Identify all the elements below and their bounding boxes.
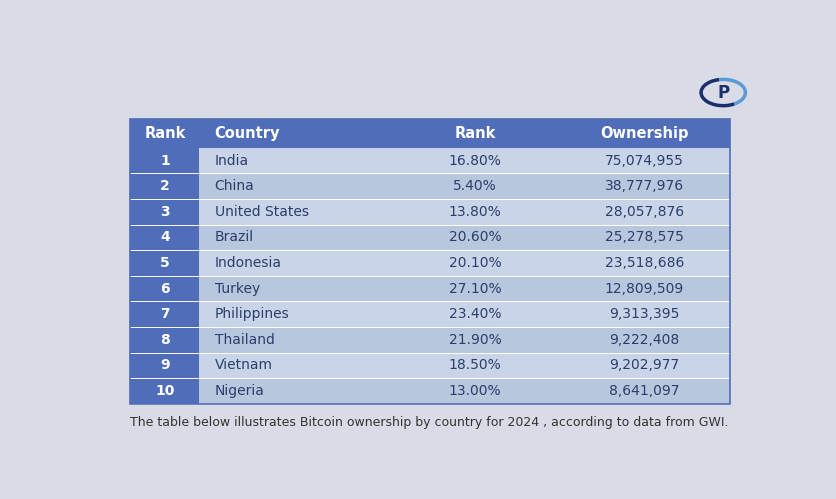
Text: 18.50%: 18.50% [449, 358, 502, 372]
FancyBboxPatch shape [130, 199, 730, 225]
Text: 1: 1 [160, 154, 170, 168]
Text: 8: 8 [160, 333, 170, 347]
FancyBboxPatch shape [130, 378, 730, 404]
FancyBboxPatch shape [130, 250, 730, 276]
Text: 13.80%: 13.80% [449, 205, 502, 219]
FancyBboxPatch shape [130, 174, 199, 199]
Text: 3: 3 [160, 205, 170, 219]
Text: India: India [215, 154, 249, 168]
FancyBboxPatch shape [130, 225, 199, 250]
Text: 9,202,977: 9,202,977 [609, 358, 680, 372]
Text: 9: 9 [160, 358, 170, 372]
Text: 5: 5 [160, 256, 170, 270]
FancyBboxPatch shape [130, 301, 730, 327]
Text: 6: 6 [160, 281, 170, 295]
Text: 20.60%: 20.60% [449, 231, 502, 245]
FancyBboxPatch shape [130, 250, 199, 276]
FancyBboxPatch shape [130, 148, 199, 174]
Text: 8,641,097: 8,641,097 [609, 384, 680, 398]
Text: Indonesia: Indonesia [215, 256, 282, 270]
Text: 16.80%: 16.80% [449, 154, 502, 168]
FancyBboxPatch shape [130, 225, 730, 250]
Text: Brazil: Brazil [215, 231, 254, 245]
FancyBboxPatch shape [130, 327, 199, 353]
Text: 13.00%: 13.00% [449, 384, 502, 398]
Text: The table below illustrates Bitcoin ownership by country for 2024 , according to: The table below illustrates Bitcoin owne… [130, 417, 729, 430]
Text: 4: 4 [160, 231, 170, 245]
Text: 2: 2 [160, 179, 170, 193]
Text: 20.10%: 20.10% [449, 256, 502, 270]
FancyBboxPatch shape [130, 301, 199, 327]
Text: 75,074,955: 75,074,955 [605, 154, 684, 168]
Text: Philippines: Philippines [215, 307, 289, 321]
Text: Country: Country [215, 126, 280, 141]
Text: 9,222,408: 9,222,408 [609, 333, 680, 347]
Text: 28,057,876: 28,057,876 [604, 205, 684, 219]
FancyBboxPatch shape [130, 148, 730, 174]
Text: Vietnam: Vietnam [215, 358, 273, 372]
FancyBboxPatch shape [130, 276, 199, 301]
Text: 23.40%: 23.40% [449, 307, 502, 321]
FancyBboxPatch shape [130, 378, 199, 404]
Text: 10: 10 [155, 384, 175, 398]
FancyBboxPatch shape [130, 353, 730, 378]
Text: 5.40%: 5.40% [453, 179, 497, 193]
FancyBboxPatch shape [130, 199, 199, 225]
Text: China: China [215, 179, 254, 193]
Text: Rank: Rank [144, 126, 186, 141]
FancyBboxPatch shape [130, 276, 730, 301]
FancyBboxPatch shape [130, 327, 730, 353]
Text: Nigeria: Nigeria [215, 384, 264, 398]
Text: Turkey: Turkey [215, 281, 260, 295]
Text: 25,278,575: 25,278,575 [605, 231, 684, 245]
Text: Thailand: Thailand [215, 333, 274, 347]
Text: 9,313,395: 9,313,395 [609, 307, 680, 321]
Text: United States: United States [215, 205, 308, 219]
Text: 7: 7 [160, 307, 170, 321]
Circle shape [695, 76, 752, 109]
Text: 12,809,509: 12,809,509 [604, 281, 684, 295]
Text: 23,518,686: 23,518,686 [604, 256, 684, 270]
FancyBboxPatch shape [130, 174, 730, 199]
FancyBboxPatch shape [130, 353, 199, 378]
Text: 21.90%: 21.90% [449, 333, 502, 347]
Text: Rank: Rank [454, 126, 496, 141]
Text: Ownership: Ownership [600, 126, 689, 141]
Text: P: P [717, 83, 729, 101]
Text: 27.10%: 27.10% [449, 281, 502, 295]
FancyBboxPatch shape [130, 119, 730, 148]
Text: 38,777,976: 38,777,976 [604, 179, 684, 193]
